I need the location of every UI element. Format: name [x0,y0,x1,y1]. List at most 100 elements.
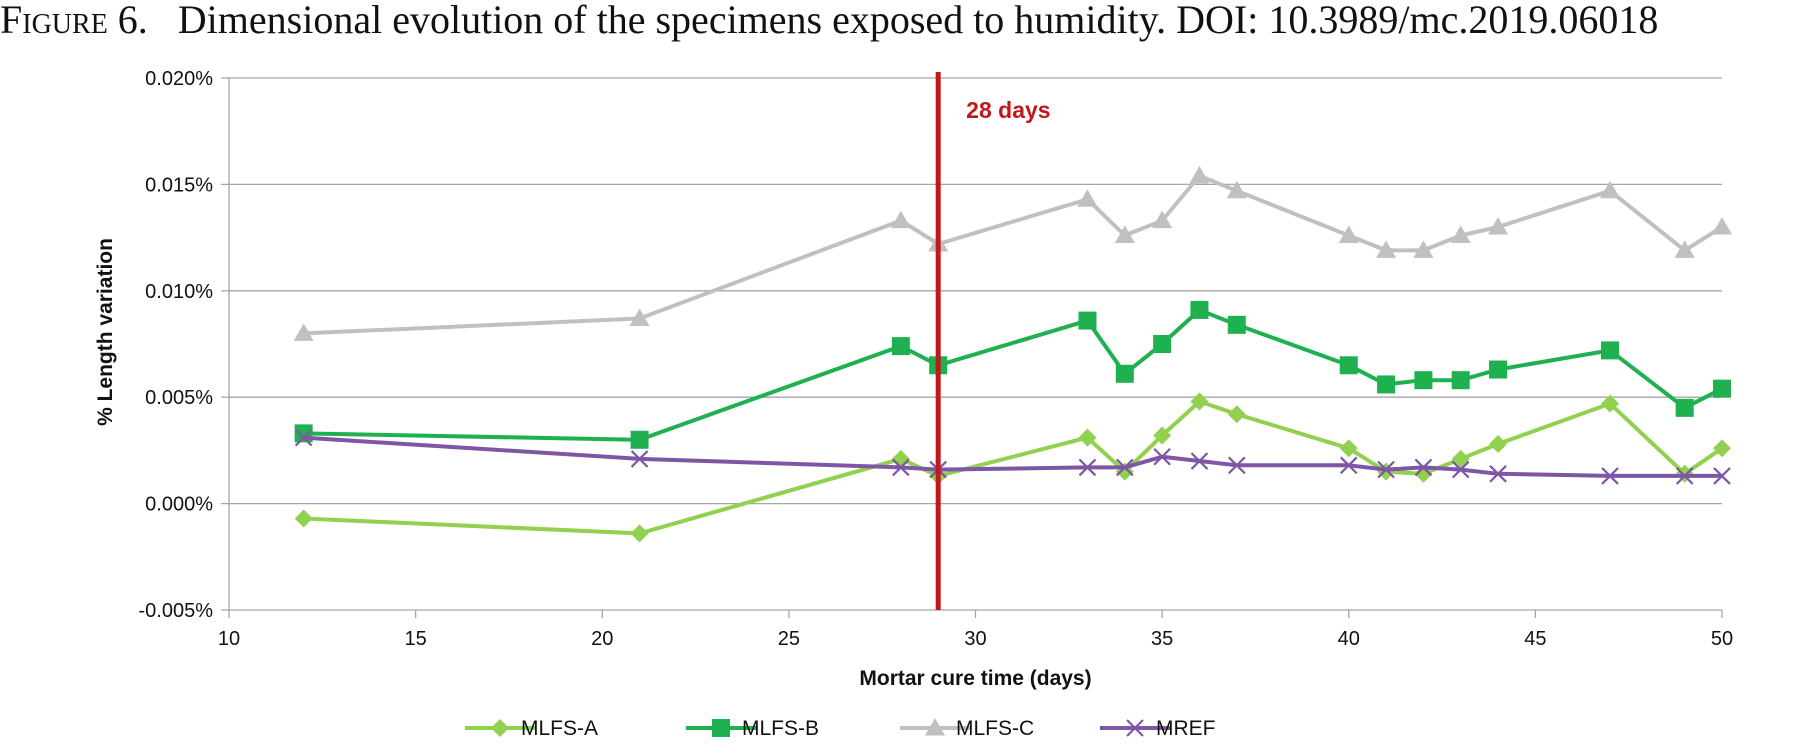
data-point-mlfs-c [1114,225,1135,243]
data-point-mlfs-c [1450,225,1471,243]
data-point-mlfs-a [294,509,313,528]
annotation-label: 28 days [966,97,1050,123]
x-tick-label: 45 [1524,628,1546,650]
y-axis-title: % Length variation [94,238,117,426]
legend-marker [925,718,945,736]
data-point-mlfs-b [1115,364,1134,383]
data-point-mlfs-b [1489,360,1508,379]
legend-marker [712,719,730,737]
figure-caption-text: Dimensional evolution of the specimens e… [177,0,1659,42]
data-point-mlfs-a [1489,435,1508,454]
data-point-mlfs-c [1152,210,1173,229]
data-point-mlfs-a [1339,439,1358,458]
data-point-mlfs-c [629,308,650,326]
x-tick-label: 25 [778,628,800,650]
data-point-mref [1078,458,1097,477]
legend-marker [1126,719,1144,737]
data-point-mlfs-a [1227,405,1246,424]
y-tick-label: 0.015% [145,174,213,196]
data-point-mlfs-c [1376,240,1397,258]
data-point-mlfs-b [1190,300,1209,319]
data-point-mlfs-c [1674,240,1695,258]
data-point-mref [1227,456,1246,475]
x-marker-stroke [1227,456,1246,475]
x-marker-stroke [1190,452,1209,470]
data-point-mlfs-c [1488,216,1509,235]
legend-label: MLFS-B [742,717,819,740]
data-point-mlfs-b [1414,371,1433,390]
x-marker-stroke [1601,467,1619,485]
legend-label: MLFS-A [521,717,598,740]
data-point-mlfs-c [1712,216,1732,235]
legend-item-mlfs-b: MLFS-B [686,717,819,740]
data-point-mlfs-c [890,210,911,229]
y-tick-labels: -0.005% 0.000% 0.005% 0.010% 0.015% 0.020% [139,68,214,622]
data-point-mref [1116,458,1134,477]
data-point-mlfs-a [1078,428,1097,447]
x-marker-stroke [1126,719,1144,737]
data-point-mref [1339,456,1358,475]
x-marker-stroke [1377,460,1395,479]
x-marker-stroke [1339,456,1358,475]
data-point-mlfs-b [891,337,910,356]
annotation-28-days: 28 days [935,72,1051,610]
x-marker-stroke [892,458,910,477]
axes [221,77,1723,618]
y-tick-label: -0.005% [139,600,214,622]
y-tick-label: 0.020% [145,68,213,90]
series-line-mlfs-b [303,308,1723,442]
legend-item-mref: MREF [1100,717,1216,740]
series-line-mlfs-c [303,173,1724,336]
x-marker-stroke [1414,458,1433,477]
data-point-mlfs-b [1339,356,1358,375]
x-marker-stroke [630,450,649,468]
x-marker-stroke [1153,448,1171,466]
legend-marker [491,719,509,737]
x-tick-label: 30 [964,628,986,650]
data-point-mref [1153,448,1171,466]
data-point-mref [630,450,649,468]
data-series [293,165,1732,543]
data-point-mlfs-c [293,323,314,341]
x-axis-title: Mortar cure time (days) [859,667,1091,690]
y-tick-label: 0.010% [145,281,213,303]
legend: MLFS-A MLFS-B MLFS-C MREF [465,717,1216,740]
x-marker-stroke [1078,458,1097,477]
series-mlfs-c [293,165,1732,341]
gridlines [229,77,1722,611]
data-point-mlfs-b [1451,371,1470,390]
data-point-mref [1377,460,1395,479]
data-point-mlfs-a [1713,439,1731,458]
data-point-mlfs-b [1601,341,1620,360]
x-tick-label: 50 [1711,628,1733,650]
data-point-mlfs-b [1713,379,1731,398]
legend-label: MLFS-C [956,717,1034,740]
y-tick-label: 0.000% [145,494,213,516]
legend-item-mlfs-c: MLFS-C [900,717,1034,740]
x-tick-label: 20 [591,628,613,650]
series-mref [294,428,1731,485]
data-point-mref [1451,460,1470,479]
data-point-mlfs-c [1226,180,1247,199]
y-tick-label: 0.005% [145,387,213,409]
data-point-mref [1675,467,1694,485]
data-point-mlfs-b [1153,335,1172,353]
legend-item-mlfs-a: MLFS-A [465,717,598,740]
data-point-mlfs-b [1675,398,1694,417]
data-point-mlfs-c [1338,225,1359,243]
data-point-mlfs-b [630,430,649,449]
data-point-mlfs-c [1413,240,1434,258]
x-marker-stroke [1675,467,1694,485]
data-point-mlfs-a [1451,449,1470,468]
data-point-mref [294,428,313,447]
data-point-mref [1190,452,1209,470]
x-tick-label: 15 [405,628,427,650]
x-marker-stroke [1116,458,1134,477]
data-point-mlfs-b [1227,315,1246,334]
figure-label: Figure 6. [0,0,148,42]
x-marker-stroke [1489,465,1507,483]
data-point-mref [1414,458,1433,477]
data-point-mlfs-b [1377,375,1396,394]
data-point-mlfs-b [1078,311,1097,330]
